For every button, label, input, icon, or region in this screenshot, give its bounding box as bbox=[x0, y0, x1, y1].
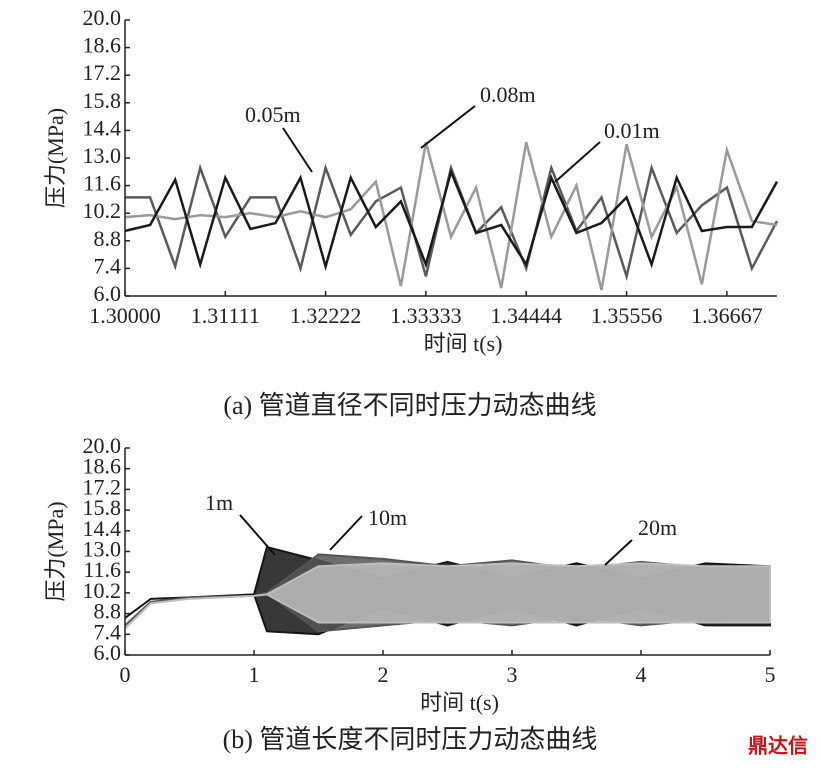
annotation: 0.01m bbox=[604, 118, 660, 143]
x-tick-label: 0 bbox=[120, 662, 131, 687]
leader-line bbox=[420, 105, 476, 149]
leader-line bbox=[329, 515, 363, 551]
annotation: 0.08m bbox=[480, 82, 536, 107]
x-tick-label: 1.34444 bbox=[490, 303, 562, 328]
x-tick-label: 1.35556 bbox=[591, 303, 663, 328]
x-tick-label: 1.36667 bbox=[691, 303, 763, 328]
y-tick-label: 7.4 bbox=[94, 619, 122, 644]
x-tick-label: 1.32222 bbox=[290, 303, 362, 328]
y-tick-label: 11.6 bbox=[83, 171, 121, 196]
watermark: 鼎达信 bbox=[748, 734, 808, 758]
chart: 6.07.48.810.211.613.014.415.817.218.620.… bbox=[43, 433, 775, 754]
y-tick-label: 11.6 bbox=[83, 557, 121, 582]
y-tick-label: 6.0 bbox=[94, 640, 122, 665]
leader-line bbox=[282, 127, 313, 173]
caption: (a) 管道直径不同时压力动态曲线 bbox=[223, 391, 596, 420]
y-tick-label: 10.2 bbox=[83, 578, 122, 603]
y-tick-label: 15.8 bbox=[83, 495, 122, 520]
y-tick-label: 13.0 bbox=[83, 537, 122, 562]
leader-line bbox=[554, 141, 601, 183]
y-tick-label: 8.8 bbox=[94, 226, 122, 251]
leader-line bbox=[604, 539, 633, 566]
annotation: 1m bbox=[205, 490, 233, 515]
y-tick-label: 14.4 bbox=[83, 516, 122, 541]
x-tick-label: 2 bbox=[378, 662, 389, 687]
y-tick-label: 18.6 bbox=[83, 454, 122, 479]
x-tick-label: 5 bbox=[765, 662, 776, 687]
y-tick-label: 15.8 bbox=[83, 88, 122, 113]
chart: 6.0 7.48.8 10.211.6 13.0 14.415.8 17.218.6 20.… bbox=[43, 5, 779, 420]
x-tick-label: 3 bbox=[507, 662, 518, 687]
y-tick-label: 10.2 bbox=[83, 198, 122, 223]
y-tick-label: 7.4 bbox=[94, 253, 122, 278]
y-tick-label: 13.0 bbox=[83, 143, 122, 168]
caption: (b) 管道长度不同时压力动态曲线 bbox=[223, 725, 598, 754]
data-line bbox=[125, 163, 779, 282]
annotation: 10m bbox=[368, 505, 407, 530]
y-tick-label: 14.4 bbox=[83, 115, 122, 140]
x-tick-label: 1.30000 bbox=[89, 303, 161, 328]
x-tick-label: 1 bbox=[249, 662, 260, 687]
y-axis-title: 压力(MPa) bbox=[43, 501, 68, 601]
y-tick-label: 20.0 bbox=[83, 433, 122, 458]
annotation: 0.05m bbox=[245, 102, 301, 127]
x-tick-label: 1.33333 bbox=[390, 303, 462, 328]
x-axis-title: 时间 t(s) bbox=[424, 331, 503, 356]
leader-line bbox=[239, 514, 276, 556]
y-tick-label: 6.0 bbox=[94, 281, 122, 306]
y-tick-label: 17.2 bbox=[83, 60, 122, 85]
y-tick-label: 20.0 bbox=[83, 5, 122, 30]
y-tick-label: 8.8 bbox=[94, 599, 122, 624]
y-axis-title: 压力(MPa) bbox=[43, 108, 68, 208]
y-tick-label: 18.6 bbox=[83, 33, 122, 58]
data-band bbox=[124, 562, 771, 630]
y-tick-label: 17.2 bbox=[83, 474, 122, 499]
annotation: 20m bbox=[638, 515, 677, 540]
data-line bbox=[124, 167, 779, 272]
x-tick-label: 4 bbox=[636, 662, 647, 687]
x-axis-title: 时间 t(s) bbox=[420, 690, 499, 715]
x-tick-label: 1.31111 bbox=[191, 303, 260, 328]
